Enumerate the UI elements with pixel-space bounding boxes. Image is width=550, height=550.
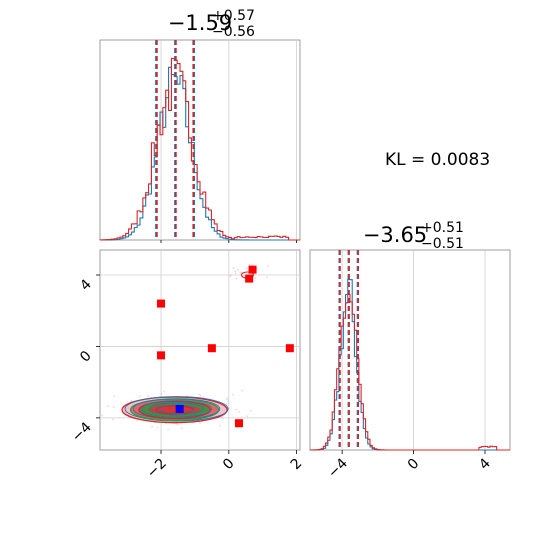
scatter-point [199, 422, 202, 424]
x-tick-label-param1: 0 [220, 456, 238, 474]
scatter-point [175, 422, 178, 425]
scatter-point [266, 276, 268, 279]
scatter-point [199, 394, 202, 397]
red-square-marker [157, 299, 166, 308]
y-tick-label-param2: −4 [69, 419, 95, 445]
title-param2: −3.65 [363, 223, 427, 247]
scatter-point [176, 423, 179, 426]
scatter-point [232, 267, 235, 270]
title-param1-upper: +0.57 [212, 8, 255, 24]
scatter-point [151, 425, 154, 428]
scatter-point [251, 264, 254, 267]
scatter-point [180, 427, 183, 430]
scatter-point [220, 416, 223, 419]
hist2-red-series [309, 293, 510, 451]
title-param2-lower: −0.51 [421, 236, 464, 252]
x-tick-label-param1: −2 [144, 456, 170, 482]
title-param1-lower: −0.56 [212, 24, 255, 40]
blue-square-marker [175, 404, 184, 413]
scatter-point [130, 400, 133, 402]
joint-panel [96, 249, 301, 454]
contour-blue [149, 402, 204, 416]
red-square-marker [248, 265, 257, 274]
red-square-marker [157, 351, 166, 360]
scatter-point [246, 415, 249, 418]
scatter-point [112, 406, 115, 408]
hist1-blue-series [99, 66, 300, 241]
red-square-marker [234, 419, 243, 428]
x-tick-label-param2: 0 [405, 456, 423, 474]
scatter-point [254, 277, 257, 280]
scatter-point [107, 405, 110, 407]
scatter-point [249, 409, 252, 412]
scatter-point [160, 392, 163, 395]
title-param1: −1.59 [168, 11, 232, 35]
scatter-point [234, 272, 237, 275]
scatter-point [231, 393, 234, 396]
hist-param1-panel [99, 39, 301, 243]
scatter-point [235, 408, 238, 411]
y-tick-label-param2: 4 [77, 276, 95, 294]
y-tick-label-param2: 0 [77, 348, 95, 366]
scatter-point [238, 410, 240, 413]
scatter-point [225, 397, 228, 400]
x-tick-label-param2: 4 [476, 455, 494, 473]
red-square-marker [245, 274, 254, 283]
scatter-point [227, 400, 230, 403]
scatter-point [167, 428, 169, 431]
scatter-point [229, 275, 232, 278]
scatter-point [156, 426, 159, 429]
scatter-point [136, 419, 139, 422]
title-param2-upper: +0.51 [421, 220, 464, 236]
scatter-point [112, 418, 114, 421]
scatter-point [236, 268, 239, 271]
scatter-point [241, 389, 244, 392]
hist-param2-panel [309, 249, 511, 454]
scatter-point [101, 414, 104, 417]
contour-blue [141, 400, 212, 418]
red-square-marker [285, 344, 294, 353]
kl-annotation: KL = 0.0083 [385, 150, 490, 170]
scatter-point [202, 396, 205, 399]
scatter-point [219, 424, 222, 427]
scatter-point [245, 267, 247, 270]
scatter-point [248, 263, 251, 266]
red-square-marker [207, 344, 216, 353]
scatter-point [234, 270, 236, 273]
scatter-point [113, 395, 116, 398]
scatter-point [267, 265, 270, 267]
scatter-point [138, 395, 141, 398]
scatter-point [230, 274, 233, 276]
x-tick-label-param2: −4 [325, 455, 351, 481]
scatter-point [163, 390, 165, 393]
scatter-point [225, 402, 228, 405]
x-tick-label-param1: 2 [288, 456, 306, 474]
scatter-point [147, 395, 150, 398]
hist1-red-series [99, 57, 300, 241]
scatter-point [198, 393, 200, 396]
scatter-point [235, 277, 238, 280]
